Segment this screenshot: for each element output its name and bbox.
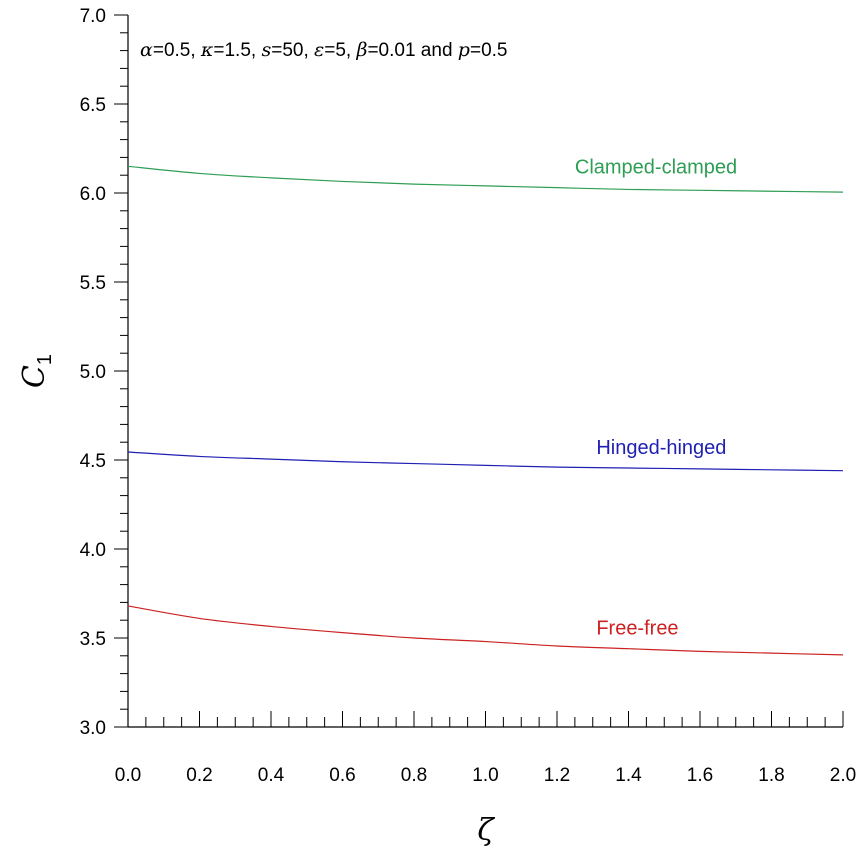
annotation-symbol: κ [200,39,214,61]
annotation-text: =50, [271,40,314,61]
y-tick-label: 3.0 [80,718,106,739]
annotation-text: =5, [324,40,356,61]
annotation-text: =0.5, [153,40,201,61]
annotation-text: =1.5, [213,40,261,61]
x-tick-label: 1.4 [615,765,642,786]
y-axis-label: C1 [17,354,56,388]
annotation-symbol: β [355,39,367,61]
y-axis-label-symbol: C [17,365,52,388]
y-tick-label: 7.0 [80,6,106,27]
y-axis-label-subscript: 1 [34,354,56,365]
parameter-annotation: α=0.5, κ=1.5, s=50, ε=5, β=0.01 and p=0.… [140,39,507,61]
annotation-text: =0.01 and [367,40,457,61]
annotation-text: =0.5 [470,40,508,61]
series-line-hinged-hinged [127,451,844,472]
y-tick-label: 4.5 [80,451,106,472]
annotation-symbol: α [140,39,153,61]
series-label-clamped-clamped: Clamped-clamped [575,157,737,179]
x-tick-label: 0.6 [329,765,355,786]
y-tick-label: 6.5 [80,95,106,116]
annotation-symbol: ε [314,39,324,61]
y-tick-label: 5.5 [80,273,106,294]
x-tick-label: 1.8 [758,765,784,786]
series-lines [127,165,844,656]
x-tick-label: 0.8 [401,765,427,786]
annotation-symbol: s [261,39,271,61]
axes [127,15,843,728]
x-axis-label: ζ [477,813,495,848]
x-tick-label: 1.2 [544,765,570,786]
x-tick-label: 0.2 [186,765,212,786]
x-tick-label: 0.4 [258,765,285,786]
y-tick-label: 3.5 [80,629,106,650]
labels: 3.0 3.5 4.0 4.5 5.0 5.5 6.0 6.5 7.0 0.0 0.2 0.4 0.6 0… [17,6,856,848]
annotation-symbol: p [458,39,470,61]
x-tick-label: 0.0 [115,765,141,786]
series-line-clamped-clamped [127,165,844,193]
series-label-free-free: Free-free [596,618,678,640]
x-tick-label: 2.0 [830,765,856,786]
y-tick-label: 4.0 [80,540,106,561]
series-line-free-free [127,605,844,656]
x-tick-label: 1.0 [472,765,498,786]
series-label-hinged-hinged: Hinged-hinged [596,437,726,459]
x-tick-label: 1.6 [687,765,713,786]
ticks [114,14,844,728]
y-tick-label: 5.0 [80,362,106,383]
y-tick-label: 6.0 [80,184,106,205]
